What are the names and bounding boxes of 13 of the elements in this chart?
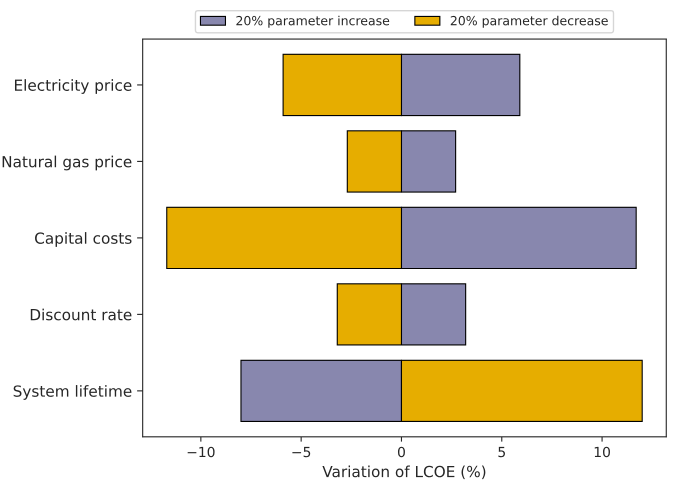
x-axis-title: Variation of LCOE (%): [322, 465, 486, 480]
x-tick-label: −10: [188, 446, 215, 458]
y-tick-label: Natural gas price: [2, 156, 132, 170]
legend-label: 20% parameter increase: [236, 16, 390, 28]
legend-label: 20% parameter decrease: [450, 16, 608, 28]
x-tick-label: 5: [498, 446, 505, 458]
y-tick-label: Capital costs: [35, 232, 132, 247]
x-tick-label: 0: [398, 446, 405, 458]
y-tick-label: Discount rate: [30, 308, 132, 320]
x-tick-label: −5: [292, 446, 310, 458]
y-tick-label: System lifetime: [14, 385, 132, 400]
x-tick-label: 10: [594, 446, 610, 458]
y-tick-label: Electricity price: [14, 79, 132, 94]
